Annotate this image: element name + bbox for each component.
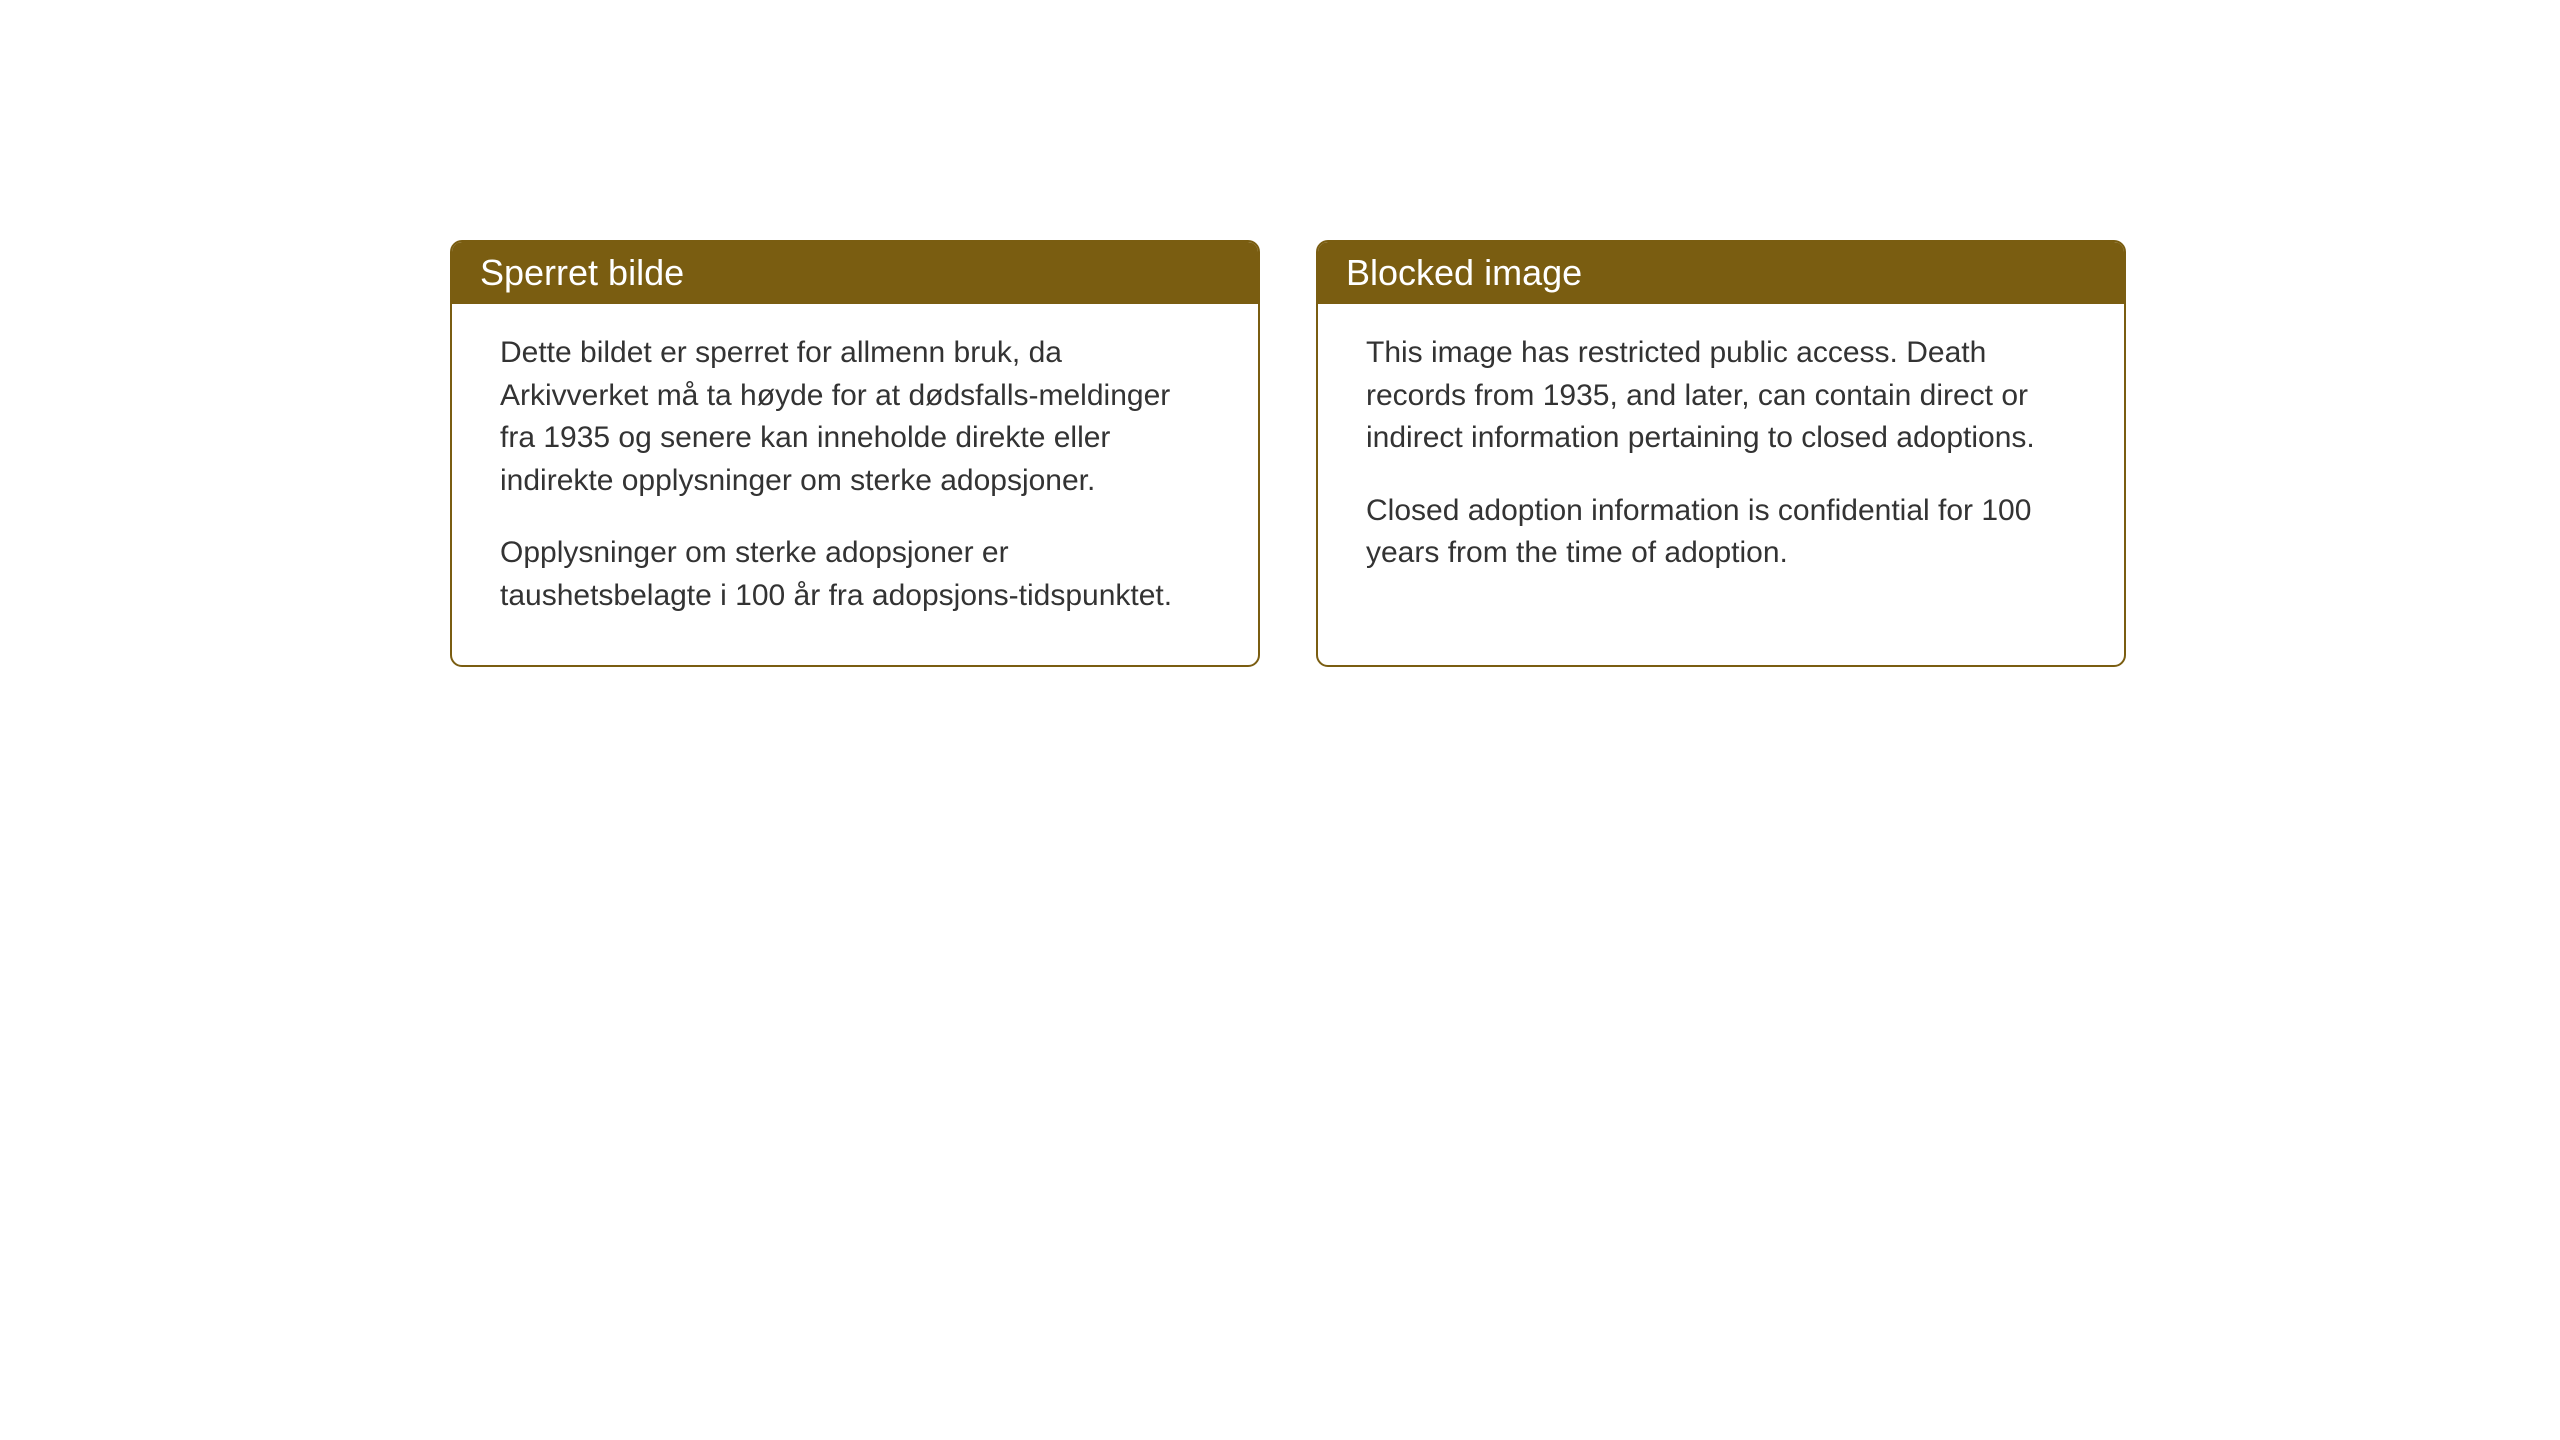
blocked-image-card-english: Blocked image This image has restricted … <box>1316 240 2126 667</box>
blocked-image-card-norwegian: Sperret bilde Dette bildet er sperret fo… <box>450 240 1260 667</box>
card-body-norwegian: Dette bildet er sperret for allmenn bruk… <box>452 304 1258 658</box>
card-body-english: This image has restricted public access.… <box>1318 304 2124 665</box>
card-paragraph-1-norwegian: Dette bildet er sperret for allmenn bruk… <box>500 332 1210 502</box>
notice-cards-container: Sperret bilde Dette bildet er sperret fo… <box>450 240 2126 667</box>
card-paragraph-2-norwegian: Opplysninger om sterke adopsjoner er tau… <box>500 532 1210 617</box>
card-header-english: Blocked image <box>1318 242 2124 304</box>
card-paragraph-1-english: This image has restricted public access.… <box>1366 332 2076 460</box>
card-paragraph-2-english: Closed adoption information is confident… <box>1366 490 2076 575</box>
card-title-norwegian: Sperret bilde <box>480 252 684 293</box>
card-header-norwegian: Sperret bilde <box>452 242 1258 304</box>
card-title-english: Blocked image <box>1346 252 1582 293</box>
